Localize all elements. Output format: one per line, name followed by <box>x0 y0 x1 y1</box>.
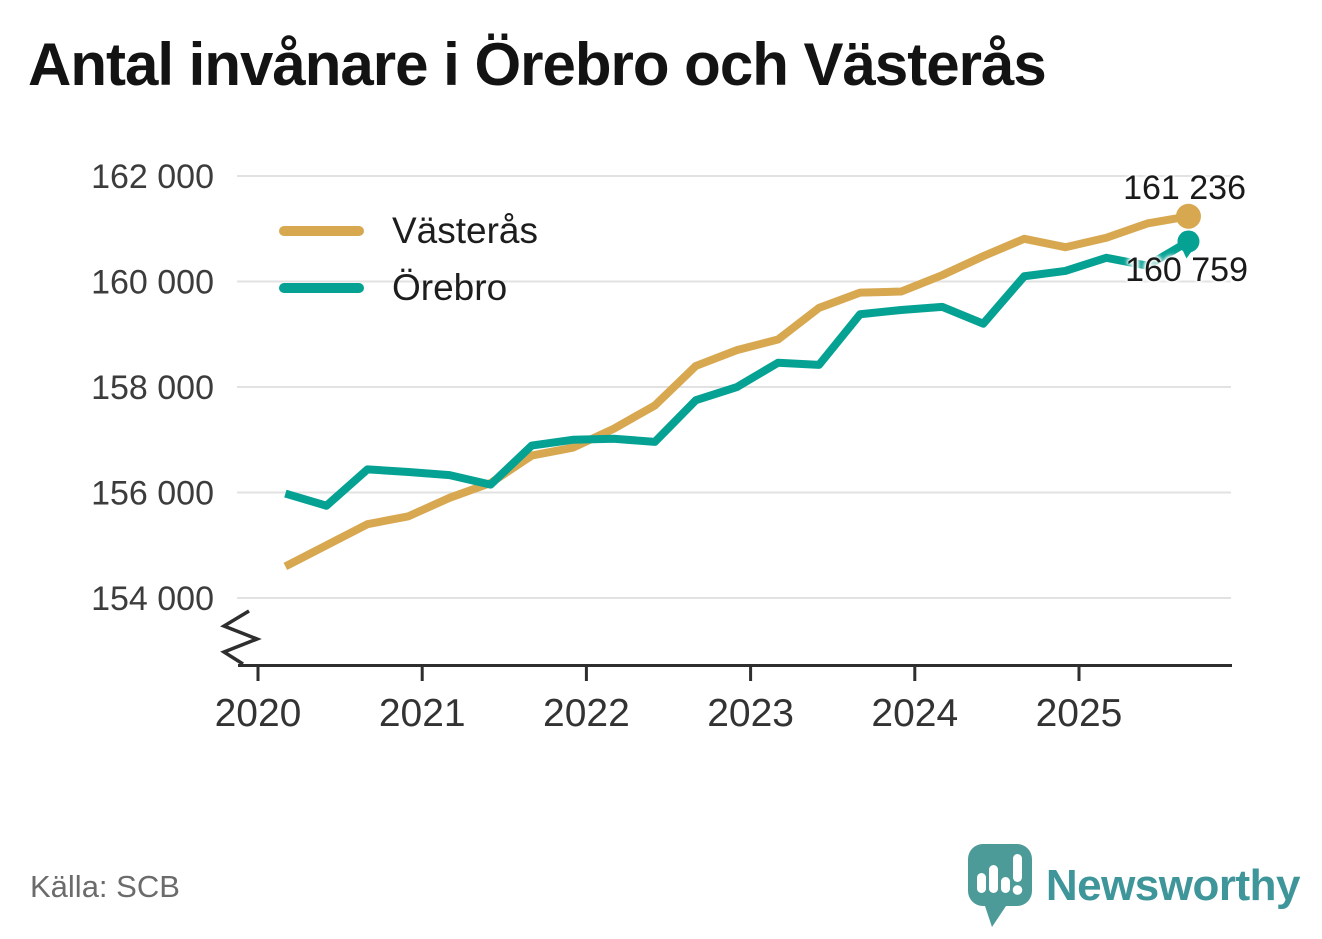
vasteras-end-value-label: 161 236 <box>1123 169 1246 207</box>
y-tick-label: 162 000 <box>91 158 214 196</box>
x-tick-label: 2021 <box>379 692 466 735</box>
chart-legend: Västerås Örebro <box>279 202 538 316</box>
orebro-end-marker <box>1177 230 1200 253</box>
newsworthy-wordmark: Newsworthy <box>1045 861 1301 910</box>
legend-item-vasteras: Västerås <box>279 202 538 259</box>
y-axis-break-zigzag <box>220 609 262 666</box>
legend-label-vasteras: Västerås <box>392 210 539 251</box>
newsworthy-logo: Newsworthy <box>967 844 1301 928</box>
vasteras-end-marker <box>1175 203 1201 229</box>
y-tick-label: 158 000 <box>91 369 214 407</box>
legend-item-orebro: Örebro <box>279 259 538 316</box>
y-tick-label: 160 000 <box>91 264 214 302</box>
y-tick-label: 154 000 <box>91 580 214 618</box>
x-tick-label: 2020 <box>215 692 302 735</box>
source-caption: Källa: SCB <box>30 869 180 904</box>
vasteras-line-swatch <box>279 225 364 236</box>
x-tick-label: 2025 <box>1036 692 1123 735</box>
x-tick-label: 2022 <box>543 692 630 735</box>
series-line-orebro <box>284 238 1191 510</box>
legend-label-orebro: Örebro <box>392 267 508 308</box>
chart-title: Antal invånare i Örebro och Västerås <box>28 31 1047 98</box>
y-tick-label: 156 000 <box>91 475 214 513</box>
x-tick-label: 2023 <box>707 692 794 735</box>
series-line-vasteras <box>283 212 1190 570</box>
orebro-line-swatch <box>279 282 364 293</box>
x-tick-label: 2024 <box>871 692 958 735</box>
newsworthy-bubble-chart-icon <box>967 844 1032 927</box>
orebro-end-value-label: 160 759 <box>1125 251 1248 289</box>
